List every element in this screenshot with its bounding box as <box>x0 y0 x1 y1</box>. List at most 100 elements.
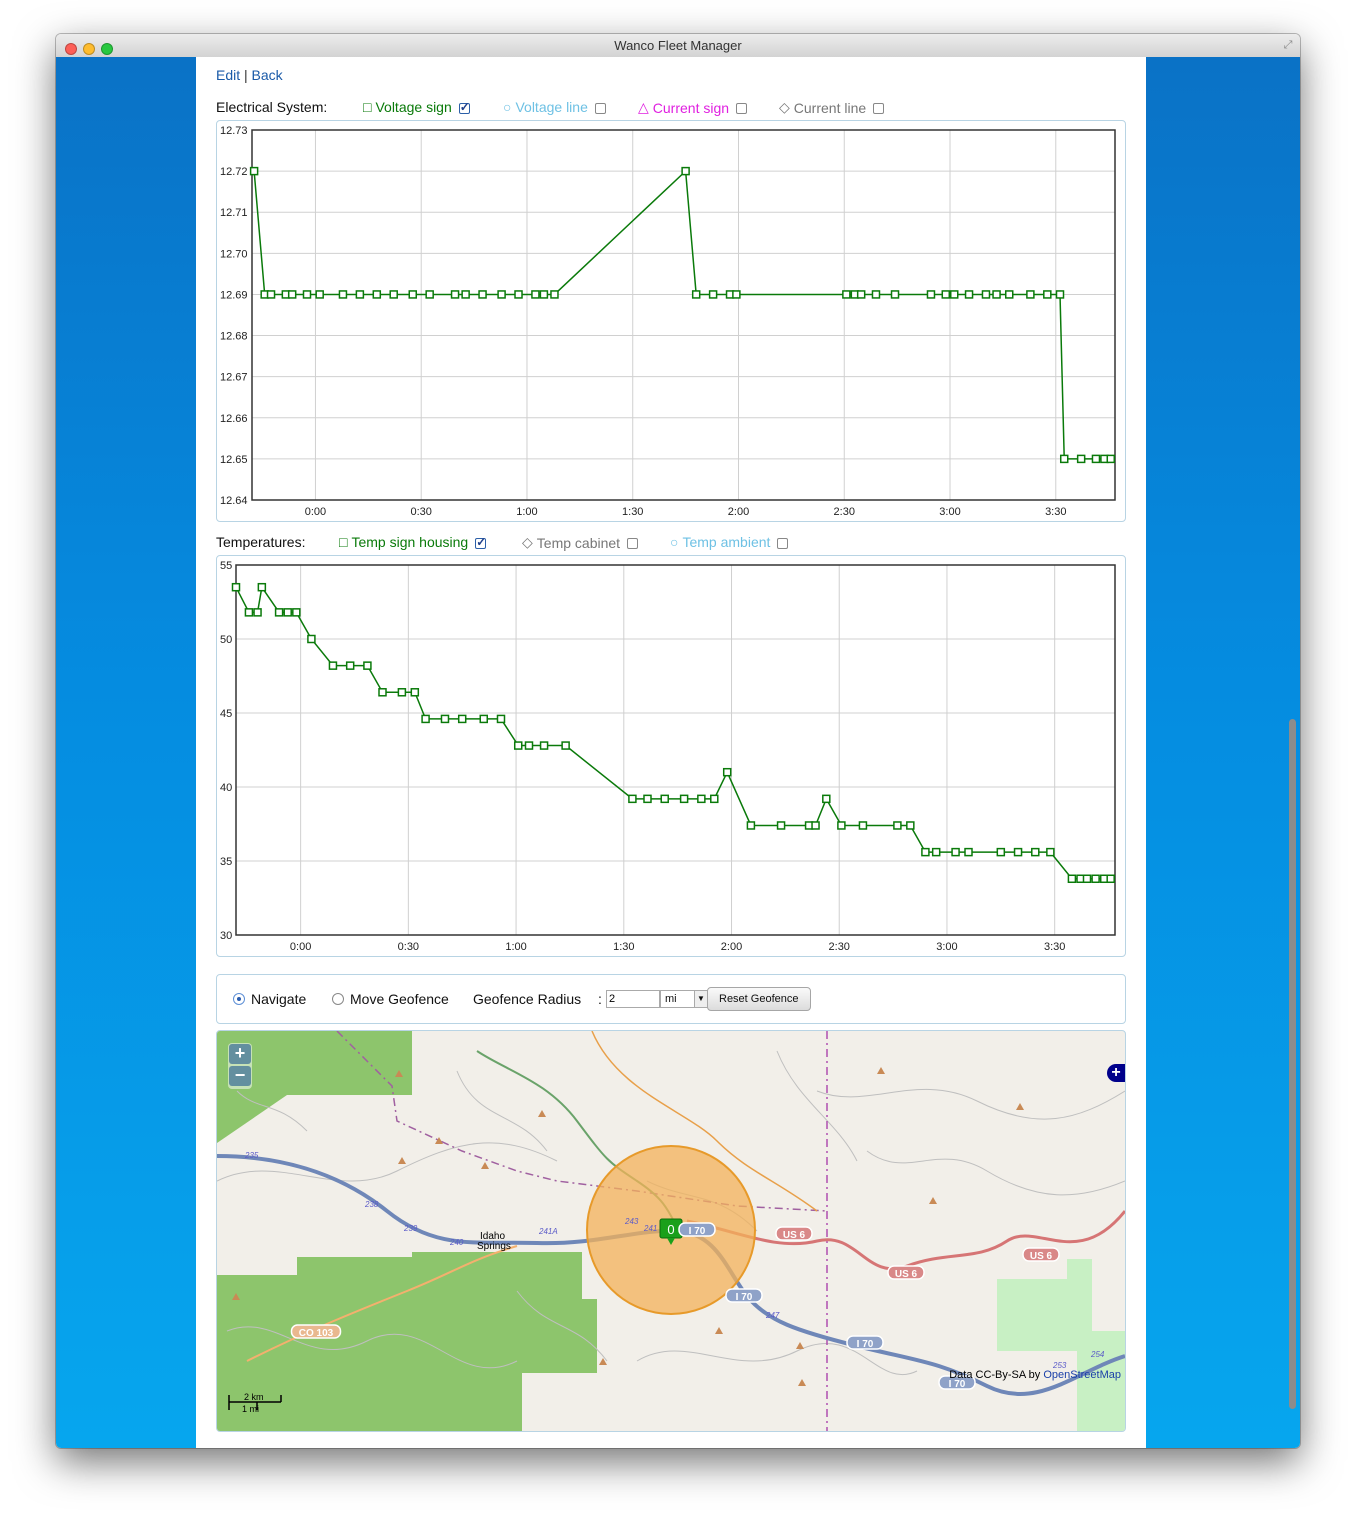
data-point[interactable] <box>679 794 689 804</box>
close-window-button[interactable] <box>65 43 77 55</box>
voltage-sign-checkbox[interactable] <box>458 100 470 114</box>
data-point[interactable] <box>307 634 316 644</box>
data-point[interactable] <box>249 166 259 176</box>
data-point[interactable] <box>858 821 868 830</box>
back-link[interactable]: Back <box>251 67 283 83</box>
current-sign-checkbox[interactable] <box>736 103 748 114</box>
data-point[interactable] <box>1067 874 1077 884</box>
data-point[interactable] <box>1091 874 1100 884</box>
data-point[interactable] <box>1106 874 1115 884</box>
data-point[interactable] <box>996 847 1006 857</box>
edit-link[interactable]: Edit <box>216 67 241 83</box>
data-point[interactable] <box>450 290 460 299</box>
data-point[interactable] <box>345 661 355 670</box>
data-point[interactable] <box>856 290 866 299</box>
data-point[interactable] <box>643 794 652 804</box>
zoom-out-button[interactable]: − <box>229 1066 251 1086</box>
data-point[interactable] <box>732 290 741 299</box>
data-point[interactable] <box>906 821 915 830</box>
data-point[interactable] <box>410 688 420 697</box>
data-point[interactable] <box>461 290 470 299</box>
data-point[interactable] <box>746 821 756 830</box>
zoom-in-button[interactable]: + <box>229 1044 251 1064</box>
data-point[interactable] <box>811 821 820 830</box>
data-point[interactable] <box>257 582 267 592</box>
data-point[interactable] <box>497 290 506 299</box>
data-point[interactable] <box>822 794 831 804</box>
data-point[interactable] <box>378 688 387 697</box>
data-point[interactable] <box>1043 290 1052 299</box>
data-point[interactable] <box>302 290 312 299</box>
data-point[interactable] <box>315 290 324 299</box>
data-point[interactable] <box>355 290 365 299</box>
move-geofence-radio[interactable]: Move Geofence <box>332 991 449 1007</box>
navigate-radio-dot[interactable] <box>233 993 245 1005</box>
data-point[interactable] <box>842 290 851 299</box>
data-point[interactable] <box>949 290 959 299</box>
data-point[interactable] <box>722 767 732 777</box>
data-point[interactable] <box>1046 847 1055 857</box>
map-view[interactable]: 0 Idaho Springs I 70 I 70 I 70 I 70 US 6 US 6 U… <box>216 1030 1126 1432</box>
data-point[interactable] <box>931 847 941 857</box>
data-point[interactable] <box>421 714 430 724</box>
layer-switcher-icon[interactable]: + <box>1107 1064 1125 1082</box>
vertical-scrollbar[interactable] <box>1289 719 1296 1409</box>
map-marker-icon[interactable] <box>659 1218 683 1245</box>
data-point[interactable] <box>531 290 540 299</box>
data-point[interactable] <box>479 714 489 724</box>
data-point[interactable] <box>389 290 398 299</box>
data-point[interactable] <box>1013 847 1023 857</box>
data-point[interactable] <box>893 821 902 830</box>
data-point[interactable] <box>496 714 506 724</box>
data-point[interactable] <box>274 608 284 617</box>
data-point[interactable] <box>1026 290 1035 299</box>
data-point[interactable] <box>697 794 706 804</box>
data-point[interactable] <box>964 847 973 857</box>
data-point[interactable] <box>1091 454 1101 464</box>
temp-ambient-checkbox[interactable] <box>777 537 789 549</box>
data-point[interactable] <box>708 290 718 299</box>
temp-sign-housing-checkbox[interactable] <box>475 535 486 549</box>
data-point[interactable] <box>691 290 701 299</box>
data-point[interactable] <box>926 290 936 299</box>
data-point[interactable] <box>425 290 434 299</box>
data-point[interactable] <box>244 608 254 617</box>
data-point[interactable] <box>408 290 418 299</box>
fullscreen-icon[interactable]: ⤢ <box>1283 39 1293 51</box>
data-point[interactable] <box>397 688 407 697</box>
navigate-radio[interactable]: Navigate <box>233 991 306 1007</box>
data-point[interactable] <box>660 794 669 804</box>
current-line-checkbox[interactable] <box>873 103 885 114</box>
data-point[interactable] <box>524 741 534 750</box>
data-point[interactable] <box>921 847 930 857</box>
data-point[interactable] <box>776 821 786 830</box>
data-point[interactable] <box>539 290 549 299</box>
data-point[interactable] <box>287 290 297 299</box>
data-point[interactable] <box>363 661 372 670</box>
map-canvas[interactable]: 0 Idaho Springs I 70 I 70 I 70 I 70 US 6 US 6 U… <box>217 1031 1125 1431</box>
data-point[interactable] <box>328 661 338 670</box>
data-point[interactable] <box>1004 290 1014 299</box>
data-point[interactable] <box>231 582 241 592</box>
voltage-line-checkbox[interactable] <box>594 102 606 114</box>
geofence-radius-input[interactable] <box>606 990 660 1008</box>
data-point[interactable] <box>440 714 450 724</box>
data-point[interactable] <box>964 290 974 299</box>
data-point[interactable] <box>539 741 549 750</box>
radius-unit-select[interactable]: mi ▼ <box>660 990 708 1008</box>
data-point[interactable] <box>837 821 846 830</box>
temp-cabinet-checkbox[interactable] <box>627 538 639 549</box>
data-point[interactable] <box>338 290 348 299</box>
data-point[interactable] <box>1031 847 1040 857</box>
data-point[interactable] <box>266 290 276 299</box>
data-point[interactable] <box>1059 454 1069 464</box>
move-geofence-radio-dot[interactable] <box>332 993 344 1005</box>
data-point[interactable] <box>513 741 523 750</box>
data-point[interactable] <box>951 847 960 857</box>
data-point[interactable] <box>253 608 262 617</box>
data-point[interactable] <box>561 741 570 750</box>
reset-geofence-button[interactable]: Reset Geofence <box>707 987 811 1011</box>
data-point[interactable] <box>372 290 382 299</box>
data-point[interactable] <box>1055 290 1065 299</box>
data-point[interactable] <box>283 608 292 617</box>
